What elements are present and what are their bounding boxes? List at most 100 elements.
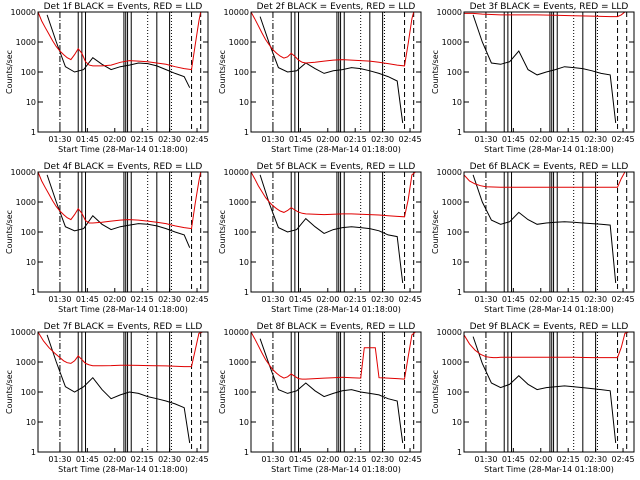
y-tick-label: 100 <box>234 228 249 237</box>
y-tick-label: 1 <box>244 288 249 297</box>
x-tick-label: 01:45 <box>76 295 99 304</box>
x-tick-label: 02:30 <box>584 135 607 144</box>
y-axis-label: Counts/sec <box>5 370 14 414</box>
y-tick-label: 1 <box>244 128 249 137</box>
x-axis-label: Start Time (28-Mar-14 01:18:00) <box>58 305 188 314</box>
y-tick-label: 10000 <box>437 168 462 177</box>
x-tick-label: 02:45 <box>186 455 209 464</box>
x-axis-label: Start Time (28-Mar-14 01:18:00) <box>484 145 614 154</box>
x-tick-label: 02:15 <box>557 455 580 464</box>
x-tick-label: 01:30 <box>474 295 497 304</box>
plot-frame <box>250 331 422 453</box>
y-tick-label: 10 <box>452 258 462 267</box>
y-tick-label: 10 <box>239 258 249 267</box>
y-tick-label: 10 <box>452 418 462 427</box>
x-tick-label: 02:30 <box>158 295 181 304</box>
x-tick-label: 02:45 <box>399 295 422 304</box>
x-tick-label: 02:00 <box>103 295 126 304</box>
y-tick-label: 100 <box>447 68 462 77</box>
series-line-events <box>472 336 617 444</box>
x-tick-label: 02:30 <box>371 295 394 304</box>
x-tick-label: 02:30 <box>158 135 181 144</box>
y-tick-label: 1 <box>31 288 36 297</box>
x-tick-label: 01:30 <box>48 455 71 464</box>
plot-frame <box>463 11 635 133</box>
panel-det-8f: Det 8f BLACK = Events, RED = LLD 1 10 100 10… <box>218 322 422 474</box>
series-line-events <box>259 338 404 444</box>
plot-frame <box>250 171 422 293</box>
x-tick-label: 02:45 <box>612 135 635 144</box>
x-axis-label: Start Time (28-Mar-14 01:18:00) <box>484 305 614 314</box>
series-line-lld <box>250 11 416 67</box>
series-line-events <box>472 14 617 124</box>
panel-title: Det 4f BLACK = Events, RED = LLD <box>44 162 203 172</box>
panel-title: Det 3f BLACK = Events, RED = LLD <box>470 2 629 12</box>
x-tick-label: 01:45 <box>289 295 312 304</box>
x-tick-label: 01:45 <box>289 135 312 144</box>
series-line-lld <box>37 171 203 230</box>
y-tick-label: 10 <box>26 418 36 427</box>
y-tick-label: 1000 <box>442 198 462 207</box>
series-line-events <box>259 16 404 124</box>
series-line-lld <box>464 11 629 18</box>
x-tick-label: 01:45 <box>76 135 99 144</box>
x-tick-label: 01:30 <box>474 455 497 464</box>
y-tick-label: 1 <box>457 288 462 297</box>
plot-frame <box>463 331 635 453</box>
y-tick-label: 10000 <box>224 328 249 337</box>
y-tick-label: 10000 <box>224 8 249 17</box>
y-tick-label: 100 <box>447 228 462 237</box>
series-line-lld <box>250 331 416 380</box>
y-tick-label: 10000 <box>11 328 36 337</box>
y-tick-label: 100 <box>21 388 36 397</box>
x-tick-label: 02:00 <box>103 135 126 144</box>
y-tick-label: 1000 <box>229 38 249 47</box>
y-tick-label: 10000 <box>437 8 462 17</box>
x-tick-label: 02:30 <box>158 455 181 464</box>
plot-frame <box>37 331 209 453</box>
y-tick-label: 10 <box>26 98 36 107</box>
x-tick-label: 01:30 <box>261 135 284 144</box>
series-line-events <box>46 14 191 88</box>
x-tick-label: 02:15 <box>131 455 154 464</box>
x-tick-label: 01:30 <box>261 295 284 304</box>
x-axis-label: Start Time (28-Mar-14 01:18:00) <box>271 465 401 474</box>
y-tick-label: 100 <box>447 388 462 397</box>
series-line-events <box>259 174 404 284</box>
series-line-lld <box>37 331 203 368</box>
y-tick-label: 1 <box>457 448 462 457</box>
y-axis-label: Counts/sec <box>431 50 440 94</box>
y-tick-label: 10 <box>26 258 36 267</box>
y-tick-label: 10000 <box>11 8 36 17</box>
y-tick-label: 100 <box>234 68 249 77</box>
y-axis-label: Counts/sec <box>5 50 14 94</box>
x-tick-label: 02:15 <box>344 135 367 144</box>
panel-title: Det 8f BLACK = Events, RED = LLD <box>257 322 416 332</box>
y-tick-label: 1000 <box>229 198 249 207</box>
x-tick-label: 02:00 <box>529 135 552 144</box>
y-tick-label: 10000 <box>11 168 36 177</box>
x-tick-label: 02:00 <box>316 135 339 144</box>
x-tick-label: 02:15 <box>557 135 580 144</box>
panel-det-5f: Det 5f BLACK = Events, RED = LLD 1 10 100 10… <box>218 162 422 314</box>
series-line-events <box>472 174 617 284</box>
x-tick-label: 01:30 <box>261 455 284 464</box>
panel-title: Det 2f BLACK = Events, RED = LLD <box>257 2 416 12</box>
y-tick-label: 100 <box>234 388 249 397</box>
panel-det-1f: Det 1f BLACK = Events, RED = LLD 1 10 100 10… <box>5 2 209 154</box>
x-tick-label: 02:00 <box>529 455 552 464</box>
series-line-events <box>46 174 191 248</box>
x-tick-label: 01:30 <box>474 135 497 144</box>
x-tick-label: 02:15 <box>344 455 367 464</box>
panel-title: Det 9f BLACK = Events, RED = LLD <box>470 322 629 332</box>
x-tick-label: 02:45 <box>186 135 209 144</box>
plot-frame <box>37 11 209 133</box>
panel-det-3f: Det 3f BLACK = Events, RED = LLD 1 10 100 10… <box>431 2 635 154</box>
x-tick-label: 02:00 <box>103 455 126 464</box>
series-line-lld <box>37 11 203 71</box>
panel-title: Det 1f BLACK = Events, RED = LLD <box>44 2 203 12</box>
x-tick-label: 01:45 <box>76 455 99 464</box>
x-tick-label: 02:30 <box>584 455 607 464</box>
panel-title: Det 5f BLACK = Events, RED = LLD <box>257 162 416 172</box>
